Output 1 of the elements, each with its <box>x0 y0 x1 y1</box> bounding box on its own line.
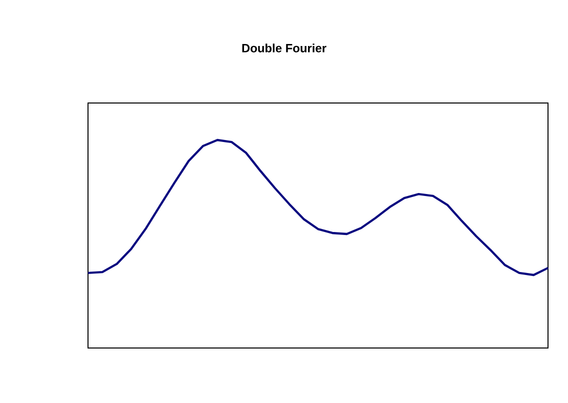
chart-title: Double Fourier <box>242 44 326 52</box>
